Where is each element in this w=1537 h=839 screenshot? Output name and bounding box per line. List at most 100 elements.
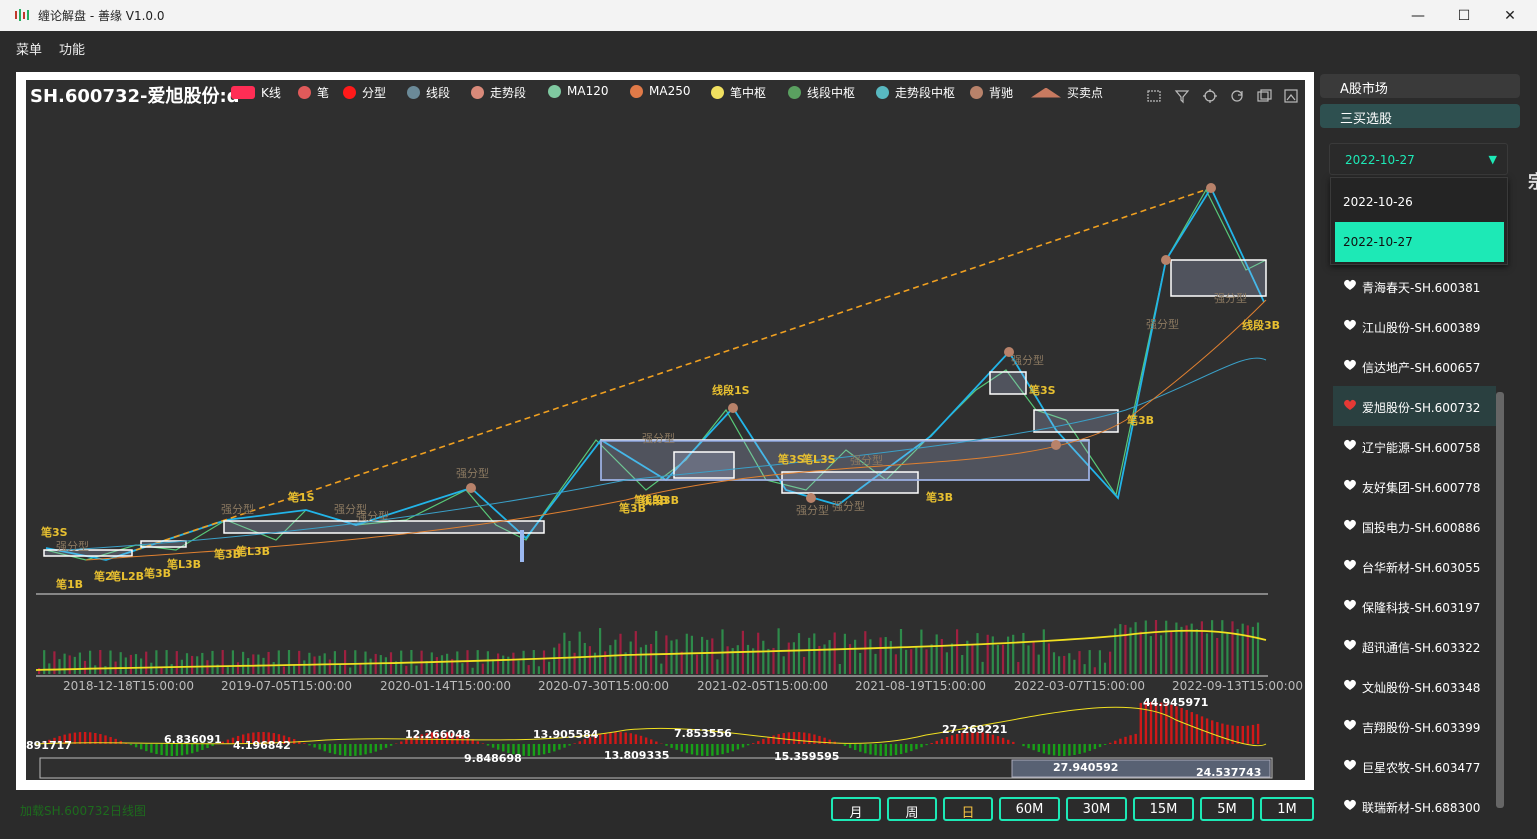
heart-icon[interactable]: [1343, 398, 1357, 412]
legend-item[interactable]: 走势段中枢: [876, 84, 955, 101]
macd-bar: [318, 744, 321, 750]
legend-item[interactable]: 分型: [343, 84, 386, 101]
stock-list-item[interactable]: 江山股份-SH.600389: [1333, 306, 1496, 346]
heart-icon[interactable]: [1343, 278, 1357, 292]
stock-list-item[interactable]: 台华新材-SH.603055: [1333, 546, 1496, 586]
stock-list-item[interactable]: 友好集团-SH.600778: [1333, 466, 1496, 506]
legend-item[interactable]: MA250: [630, 84, 690, 98]
legend-item[interactable]: K线: [231, 84, 281, 101]
stock-list-item[interactable]: 爱旭股份-SH.600732: [1333, 386, 1496, 426]
chart-annotation: 线段1S: [712, 383, 750, 397]
zoom-area-icon[interactable]: [1146, 88, 1162, 104]
zoom-reset-icon[interactable]: [1174, 88, 1190, 104]
stock-list-item[interactable]: 信达地产-SH.600657: [1333, 346, 1496, 386]
a-share-market-button[interactable]: A股市场: [1320, 74, 1520, 98]
close-button[interactable]: ✕: [1504, 7, 1516, 24]
heart-icon[interactable]: [1343, 798, 1357, 812]
stock-list-item[interactable]: 青海春天-SH.600381: [1333, 266, 1496, 306]
maximize-button[interactable]: ☐: [1457, 7, 1471, 24]
stock-list-item[interactable]: 吉翔股份-SH.603399: [1333, 706, 1496, 746]
save-image-icon[interactable]: [1283, 88, 1299, 104]
chart-annotation: 强分型: [1214, 291, 1247, 305]
volume-bar: [634, 631, 637, 674]
refresh-icon[interactable]: [1229, 88, 1245, 104]
macd-bar: [639, 735, 643, 744]
period-button[interactable]: 60M: [999, 797, 1060, 821]
stock-list-item[interactable]: 超讯通信-SH.603322: [1333, 626, 1496, 666]
stock-list-item[interactable]: 国投电力-SH.600886: [1333, 506, 1496, 546]
volume-bar: [797, 633, 801, 674]
menu-item-menu[interactable]: 菜单: [16, 43, 43, 58]
macd-value-label: 44.945971: [1143, 696, 1208, 709]
stock-list-item[interactable]: 联瑞新材-SH.688300: [1333, 786, 1496, 826]
legend-item[interactable]: 笔: [298, 84, 329, 101]
marker-candle: [520, 530, 524, 562]
heart-icon[interactable]: [1343, 638, 1357, 652]
volume-bar: [940, 638, 943, 674]
stock-list-item[interactable]: 辽宁能源-SH.600758: [1333, 426, 1496, 466]
macd-bar: [655, 741, 658, 744]
period-button[interactable]: 15M: [1133, 797, 1194, 821]
period-button[interactable]: 日: [943, 797, 993, 821]
volume-bar: [757, 632, 760, 674]
heart-icon[interactable]: [1343, 478, 1357, 492]
date-select[interactable]: 2022-10-27 ▼: [1329, 143, 1508, 175]
heart-icon[interactable]: [1343, 438, 1357, 452]
chart-annotation: 笔3B: [144, 566, 171, 580]
heart-icon[interactable]: [1343, 678, 1357, 692]
chart-annotation: 笔3B: [1127, 413, 1154, 427]
heart-icon[interactable]: [1343, 598, 1357, 612]
volume-bar: [981, 661, 984, 674]
volume-bar: [1063, 655, 1066, 674]
minimize-button[interactable]: —: [1411, 7, 1425, 24]
volume-bar: [650, 643, 653, 674]
macd-bar: [517, 744, 520, 756]
chart-annotation: 强分型: [56, 539, 89, 553]
period-button[interactable]: 5M: [1200, 797, 1254, 821]
heart-icon[interactable]: [1343, 318, 1357, 332]
period-button[interactable]: 月: [831, 797, 881, 821]
zhongshu-box: [673, 451, 735, 479]
heart-icon[interactable]: [1343, 518, 1357, 532]
macd-bar: [813, 734, 816, 744]
volume-bar: [1114, 628, 1117, 674]
heart-icon[interactable]: [1343, 718, 1357, 732]
macd-bar: [650, 739, 653, 744]
period-button[interactable]: 1M: [1260, 797, 1314, 821]
stock-list-scrollbar[interactable]: [1496, 392, 1504, 808]
volume-bar: [808, 637, 811, 674]
heart-icon[interactable]: [1343, 358, 1357, 372]
volume-bar: [599, 628, 602, 674]
chart-annotation: 笔3S: [778, 452, 805, 466]
stock-list-item[interactable]: 文灿股份-SH.603348: [1333, 666, 1496, 706]
legend-item[interactable]: MA120: [548, 84, 608, 98]
legend-item[interactable]: 线段: [407, 84, 450, 101]
kline-chart[interactable]: 2018-12-18T15:00:00 2019-07-05T15:00:00 20…: [26, 80, 1305, 780]
menu-item-function[interactable]: 功能: [59, 43, 86, 58]
ma250-line: [85, 299, 1267, 561]
macd-bar: [379, 744, 383, 750]
heart-icon[interactable]: [1343, 758, 1357, 772]
volume-bar: [588, 646, 591, 674]
legend-item[interactable]: 背驰: [970, 84, 1013, 101]
legend-item[interactable]: 笔中枢: [711, 84, 766, 101]
stock-list-item[interactable]: 巨星农牧-SH.603477: [1333, 746, 1496, 786]
volume-bar: [63, 653, 66, 674]
restore-icon[interactable]: [1202, 88, 1218, 104]
date-option[interactable]: 2022-10-26: [1343, 195, 1413, 209]
macd-bar: [1103, 744, 1107, 745]
stock-list-item[interactable]: 保隆科技-SH.603197: [1333, 586, 1496, 626]
period-button[interactable]: 30M: [1066, 797, 1127, 821]
zhongshu-box: [140, 540, 187, 548]
legend-item[interactable]: 买卖点: [1031, 84, 1103, 101]
divergence-dot: [1004, 347, 1014, 357]
legend-item[interactable]: 走势段: [471, 84, 526, 101]
heart-icon[interactable]: [1343, 558, 1357, 572]
third-buy-pick-button[interactable]: 三买选股: [1320, 104, 1520, 128]
macd-bar: [644, 737, 648, 744]
chart-annotation: 线段3B: [1242, 318, 1280, 332]
legend-item[interactable]: 线段中枢: [788, 84, 855, 101]
date-option-selected[interactable]: 2022-10-27: [1335, 222, 1504, 262]
period-button[interactable]: 周: [887, 797, 937, 821]
data-view-icon[interactable]: [1256, 88, 1272, 104]
